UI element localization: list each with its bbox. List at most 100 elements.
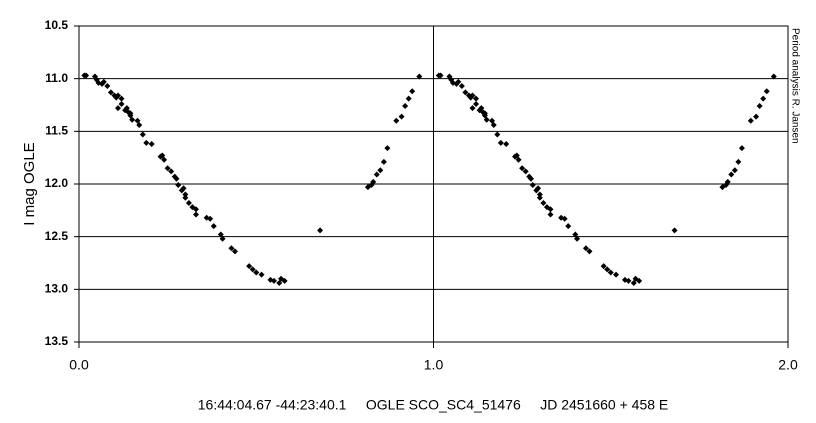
point (253, 269, 260, 276)
point (219, 235, 226, 242)
caption: 16:44:04.67 -44:23:40.1 OGLE SCO_SC4_514… (198, 397, 669, 413)
point (104, 83, 111, 90)
y-tick-label: 13.0 (45, 282, 69, 296)
point (377, 167, 384, 174)
y-tick-label: 11.5 (45, 124, 68, 138)
point (731, 167, 738, 174)
point (393, 117, 400, 124)
point (107, 89, 114, 96)
point (497, 139, 504, 146)
point (582, 245, 589, 252)
point (747, 117, 754, 124)
point (724, 178, 731, 185)
point (281, 277, 288, 284)
point (540, 199, 547, 206)
point (455, 78, 462, 85)
point (192, 211, 199, 218)
point (561, 215, 568, 222)
point (636, 277, 643, 284)
point (173, 175, 180, 182)
point (185, 199, 192, 206)
point (565, 223, 572, 230)
point (490, 122, 497, 129)
point (547, 211, 554, 218)
point (437, 72, 444, 79)
y-tick-label: 12.5 (45, 229, 69, 243)
point (533, 187, 540, 194)
point (503, 140, 510, 147)
side-note: Period analysis R. Jansen (789, 28, 800, 144)
point (210, 223, 217, 230)
point (760, 95, 767, 102)
point (83, 72, 90, 79)
point (380, 158, 387, 165)
point (249, 266, 256, 273)
point (258, 271, 265, 278)
point (168, 168, 175, 175)
point (473, 95, 480, 102)
point (182, 194, 189, 201)
point (178, 187, 185, 194)
point (469, 92, 476, 99)
point (370, 178, 377, 185)
point (114, 105, 121, 112)
point (770, 73, 777, 80)
point (469, 105, 476, 112)
point (129, 116, 136, 123)
point (671, 227, 678, 234)
point (527, 175, 534, 182)
point (148, 140, 155, 147)
point (728, 171, 735, 178)
point (182, 191, 189, 198)
point (416, 73, 423, 80)
point (143, 139, 150, 146)
point (756, 103, 763, 110)
point (118, 95, 125, 102)
point (231, 248, 238, 255)
point (586, 248, 593, 255)
point (373, 171, 380, 178)
point (462, 89, 469, 96)
x-tick-label: 2.0 (778, 357, 798, 373)
point (494, 131, 501, 138)
y-axis-title: I mag OGLE (21, 142, 38, 225)
point (127, 110, 134, 117)
point (458, 83, 465, 90)
point (481, 110, 488, 117)
point (529, 182, 536, 189)
x-tick-label: 1.0 (424, 357, 444, 373)
point (405, 95, 412, 102)
point (402, 103, 409, 110)
point (139, 131, 146, 138)
point (600, 263, 607, 270)
point (398, 113, 405, 120)
point (519, 165, 526, 172)
point (175, 182, 182, 189)
x-tick-label: 0.0 (69, 357, 89, 373)
point (483, 116, 490, 123)
point (384, 145, 391, 152)
point (118, 100, 125, 107)
y-tick-label: 11.0 (45, 71, 68, 85)
point (246, 263, 253, 270)
point (753, 113, 760, 120)
point (763, 88, 770, 95)
y-tick-label: 12.0 (45, 176, 69, 190)
point (122, 107, 129, 114)
point (738, 145, 745, 152)
point (161, 156, 168, 163)
point (625, 277, 632, 284)
y-tick-label: 13.5 (45, 334, 69, 348)
point (270, 277, 277, 284)
point (409, 88, 416, 95)
point (473, 100, 480, 107)
y-tick-label: 10.5 (45, 18, 69, 32)
point (735, 158, 742, 165)
point (192, 206, 199, 213)
point (547, 206, 554, 213)
point (228, 245, 235, 252)
point (164, 165, 171, 172)
point (536, 191, 543, 198)
